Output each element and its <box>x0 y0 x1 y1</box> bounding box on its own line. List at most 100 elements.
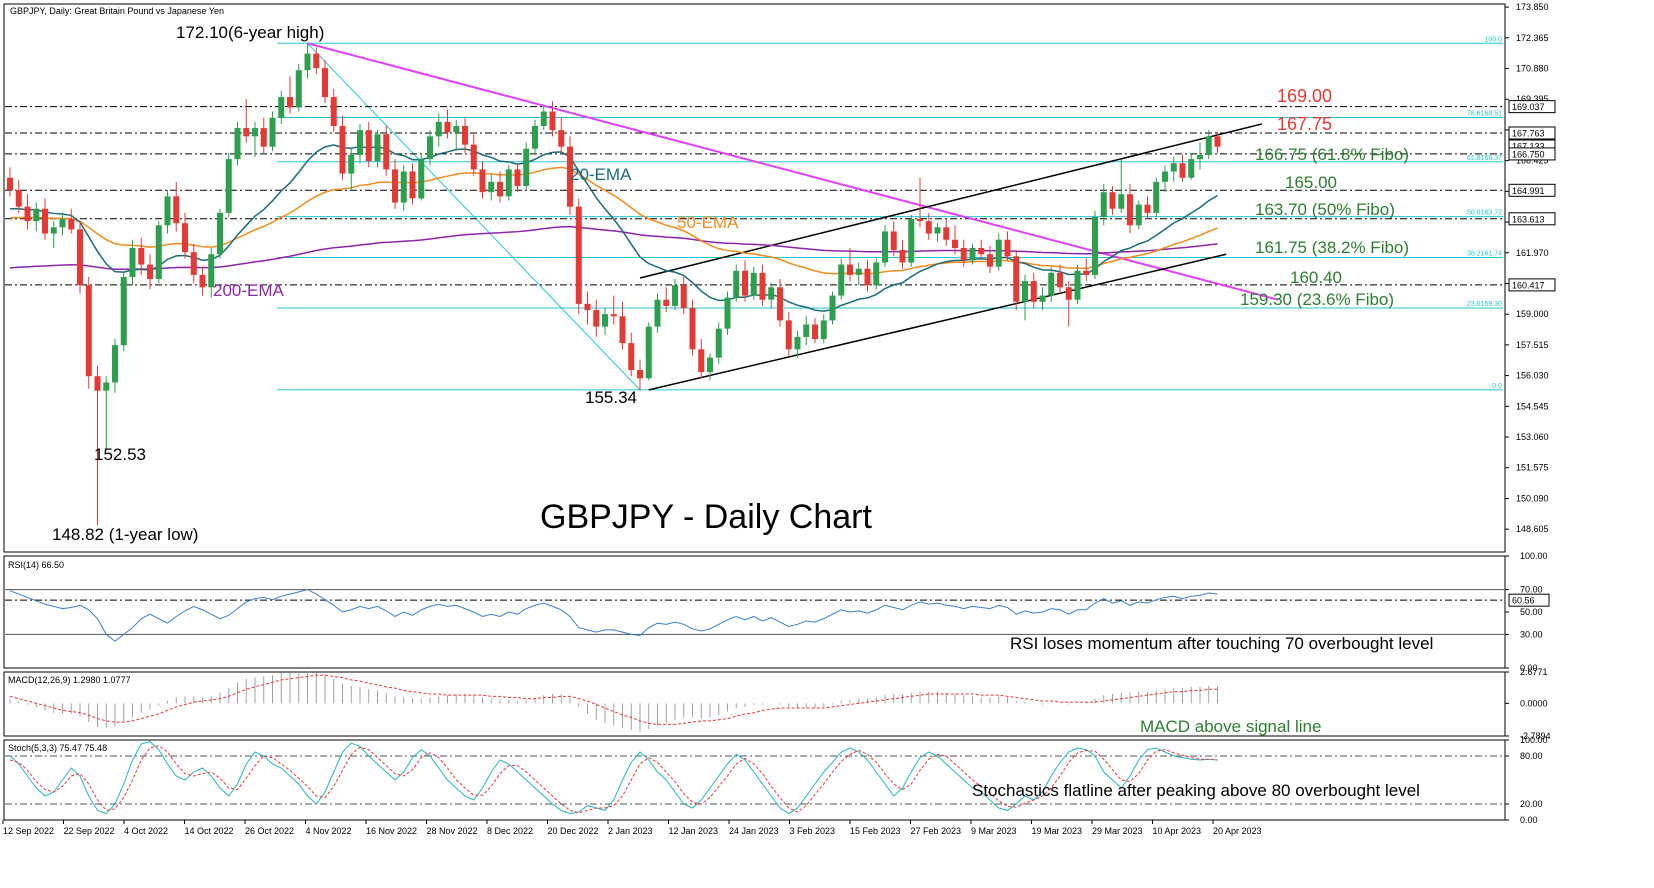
candle-body <box>435 121 442 137</box>
price-annotation: 152.53 <box>94 445 146 464</box>
candle-body <box>94 376 101 391</box>
rsi-pane: RSI(14) 66.50 RSI loses momentum after t… <box>3 555 1506 669</box>
candle-body <box>645 326 652 379</box>
candle-body <box>85 285 92 377</box>
candle-body <box>864 268 871 286</box>
candle-body <box>943 227 950 240</box>
candle-body <box>418 159 425 199</box>
candle-body <box>1197 154 1203 160</box>
rsi-axis-tick-label: 100.00 <box>1520 551 1548 561</box>
candle-body <box>243 128 250 137</box>
fibo-diagonal-line <box>307 42 641 391</box>
candle-body <box>1179 163 1186 178</box>
price-axis-tick-label: 153.060 <box>1516 432 1549 442</box>
candle-body <box>234 128 241 160</box>
candle-body <box>523 148 530 186</box>
candle-body <box>1004 239 1011 257</box>
date-axis-tick-label: 2 Jan 2023 <box>608 826 653 836</box>
macd-signal-line <box>9 674 1218 725</box>
fibo-level-label: 23.6159.30 <box>1467 301 1502 308</box>
candle-body <box>847 264 853 275</box>
candle-body <box>190 252 197 275</box>
candle-body <box>182 223 188 253</box>
candle-body <box>925 221 932 234</box>
rsi-annotation: RSI loses momentum after touching 70 ove… <box>1010 634 1433 653</box>
price-axis-tick-label: 172.365 <box>1516 33 1549 43</box>
fibo-level-label: 38.2161.74 <box>1467 251 1502 258</box>
stoch-axis-tick-label: 0.00 <box>1520 815 1538 825</box>
channel-lower-line <box>648 253 1227 391</box>
date-axis-tick-label: 9 Mar 2023 <box>971 826 1017 836</box>
candle-body <box>392 169 398 203</box>
candle-body <box>995 239 1002 267</box>
candle-body <box>357 130 363 155</box>
candle-body <box>987 254 993 267</box>
candle-body <box>374 134 381 162</box>
ema-label: 20-EMA <box>570 165 632 184</box>
candle-body <box>444 121 451 133</box>
candle-body <box>1022 281 1028 302</box>
candle-body <box>514 169 521 186</box>
date-axis-tick-label: 14 Oct 2022 <box>185 826 234 836</box>
date-axis-tick-label: 20 Dec 2022 <box>548 826 599 836</box>
candle-body <box>1170 163 1177 172</box>
date-axis-tick-label: 29 Mar 2023 <box>1092 826 1143 836</box>
date-axis-tick-label: 8 Dec 2022 <box>487 826 533 836</box>
candle-body <box>1109 192 1116 209</box>
candle-body <box>1135 204 1142 226</box>
horizontal-levels <box>5 106 1504 286</box>
date-axis-tick-label: 20 Apr 2023 <box>1213 826 1262 836</box>
candle-body <box>120 276 127 346</box>
price-axis-tick-label: 151.575 <box>1516 463 1549 473</box>
candle-body <box>952 239 958 249</box>
candle-body <box>812 324 818 340</box>
candle-body <box>969 248 976 261</box>
candle-body <box>15 190 22 207</box>
price-axis-tick-label: 173.850 <box>1516 2 1549 12</box>
candle-body <box>409 171 416 199</box>
rsi-axis-tick-label: 0.00 <box>1520 663 1538 673</box>
candle-body <box>882 231 888 263</box>
price-tag-label: 160.417 <box>1512 280 1545 290</box>
price-annotation: 160.40 <box>1290 268 1342 287</box>
rsi-axis-tick-label: 50.00 <box>1520 607 1543 617</box>
price-tag-box <box>1508 183 1556 197</box>
candle-body <box>322 68 328 98</box>
price-tag-label: 164.991 <box>1512 186 1545 196</box>
candle-body <box>733 270 740 298</box>
candle-body <box>427 136 433 160</box>
candle-body <box>59 219 66 228</box>
fibo-level-label: 78.6168.51 <box>1467 111 1502 118</box>
candle-body <box>217 212 223 255</box>
candle-body <box>540 111 547 127</box>
rsi-current-tag: 60.56 <box>1512 596 1535 606</box>
price-axis-tick-label: 150.090 <box>1516 493 1549 503</box>
candle-body <box>1057 272 1063 288</box>
price-tag-label: 163.613 <box>1512 214 1545 224</box>
candle-body <box>348 154 355 174</box>
candle-body <box>917 219 923 222</box>
candle-body <box>479 169 486 193</box>
candle-body <box>637 370 643 379</box>
date-axis-tick-label: 12 Jan 2023 <box>669 826 719 836</box>
ema-label: 50-EMA <box>677 213 739 232</box>
price-annotation: 163.70 (50% Fibo) <box>1255 200 1395 219</box>
candle-body <box>960 248 967 261</box>
macd-label: MACD(12,26,9) 1.2980 1.0777 <box>8 675 131 685</box>
candle-body <box>698 349 705 373</box>
price-annotation: 155.34 <box>585 388 637 407</box>
candle-body <box>252 128 258 137</box>
date-axis-tick-label: 27 Feb 2023 <box>911 826 962 836</box>
macd-lines <box>9 671 1218 732</box>
price-axis-tick-label: 161.970 <box>1516 248 1549 258</box>
candle-body <box>602 314 608 327</box>
candle-body <box>610 314 617 317</box>
candle-body <box>287 97 293 108</box>
candle-body <box>1039 295 1046 302</box>
price-annotation: 169.00 <box>1277 86 1332 106</box>
candle-body <box>470 144 477 170</box>
candle-body <box>1013 256 1020 302</box>
candle-body <box>1205 136 1212 155</box>
candle-body <box>1118 194 1125 209</box>
candle-body <box>1162 171 1168 182</box>
